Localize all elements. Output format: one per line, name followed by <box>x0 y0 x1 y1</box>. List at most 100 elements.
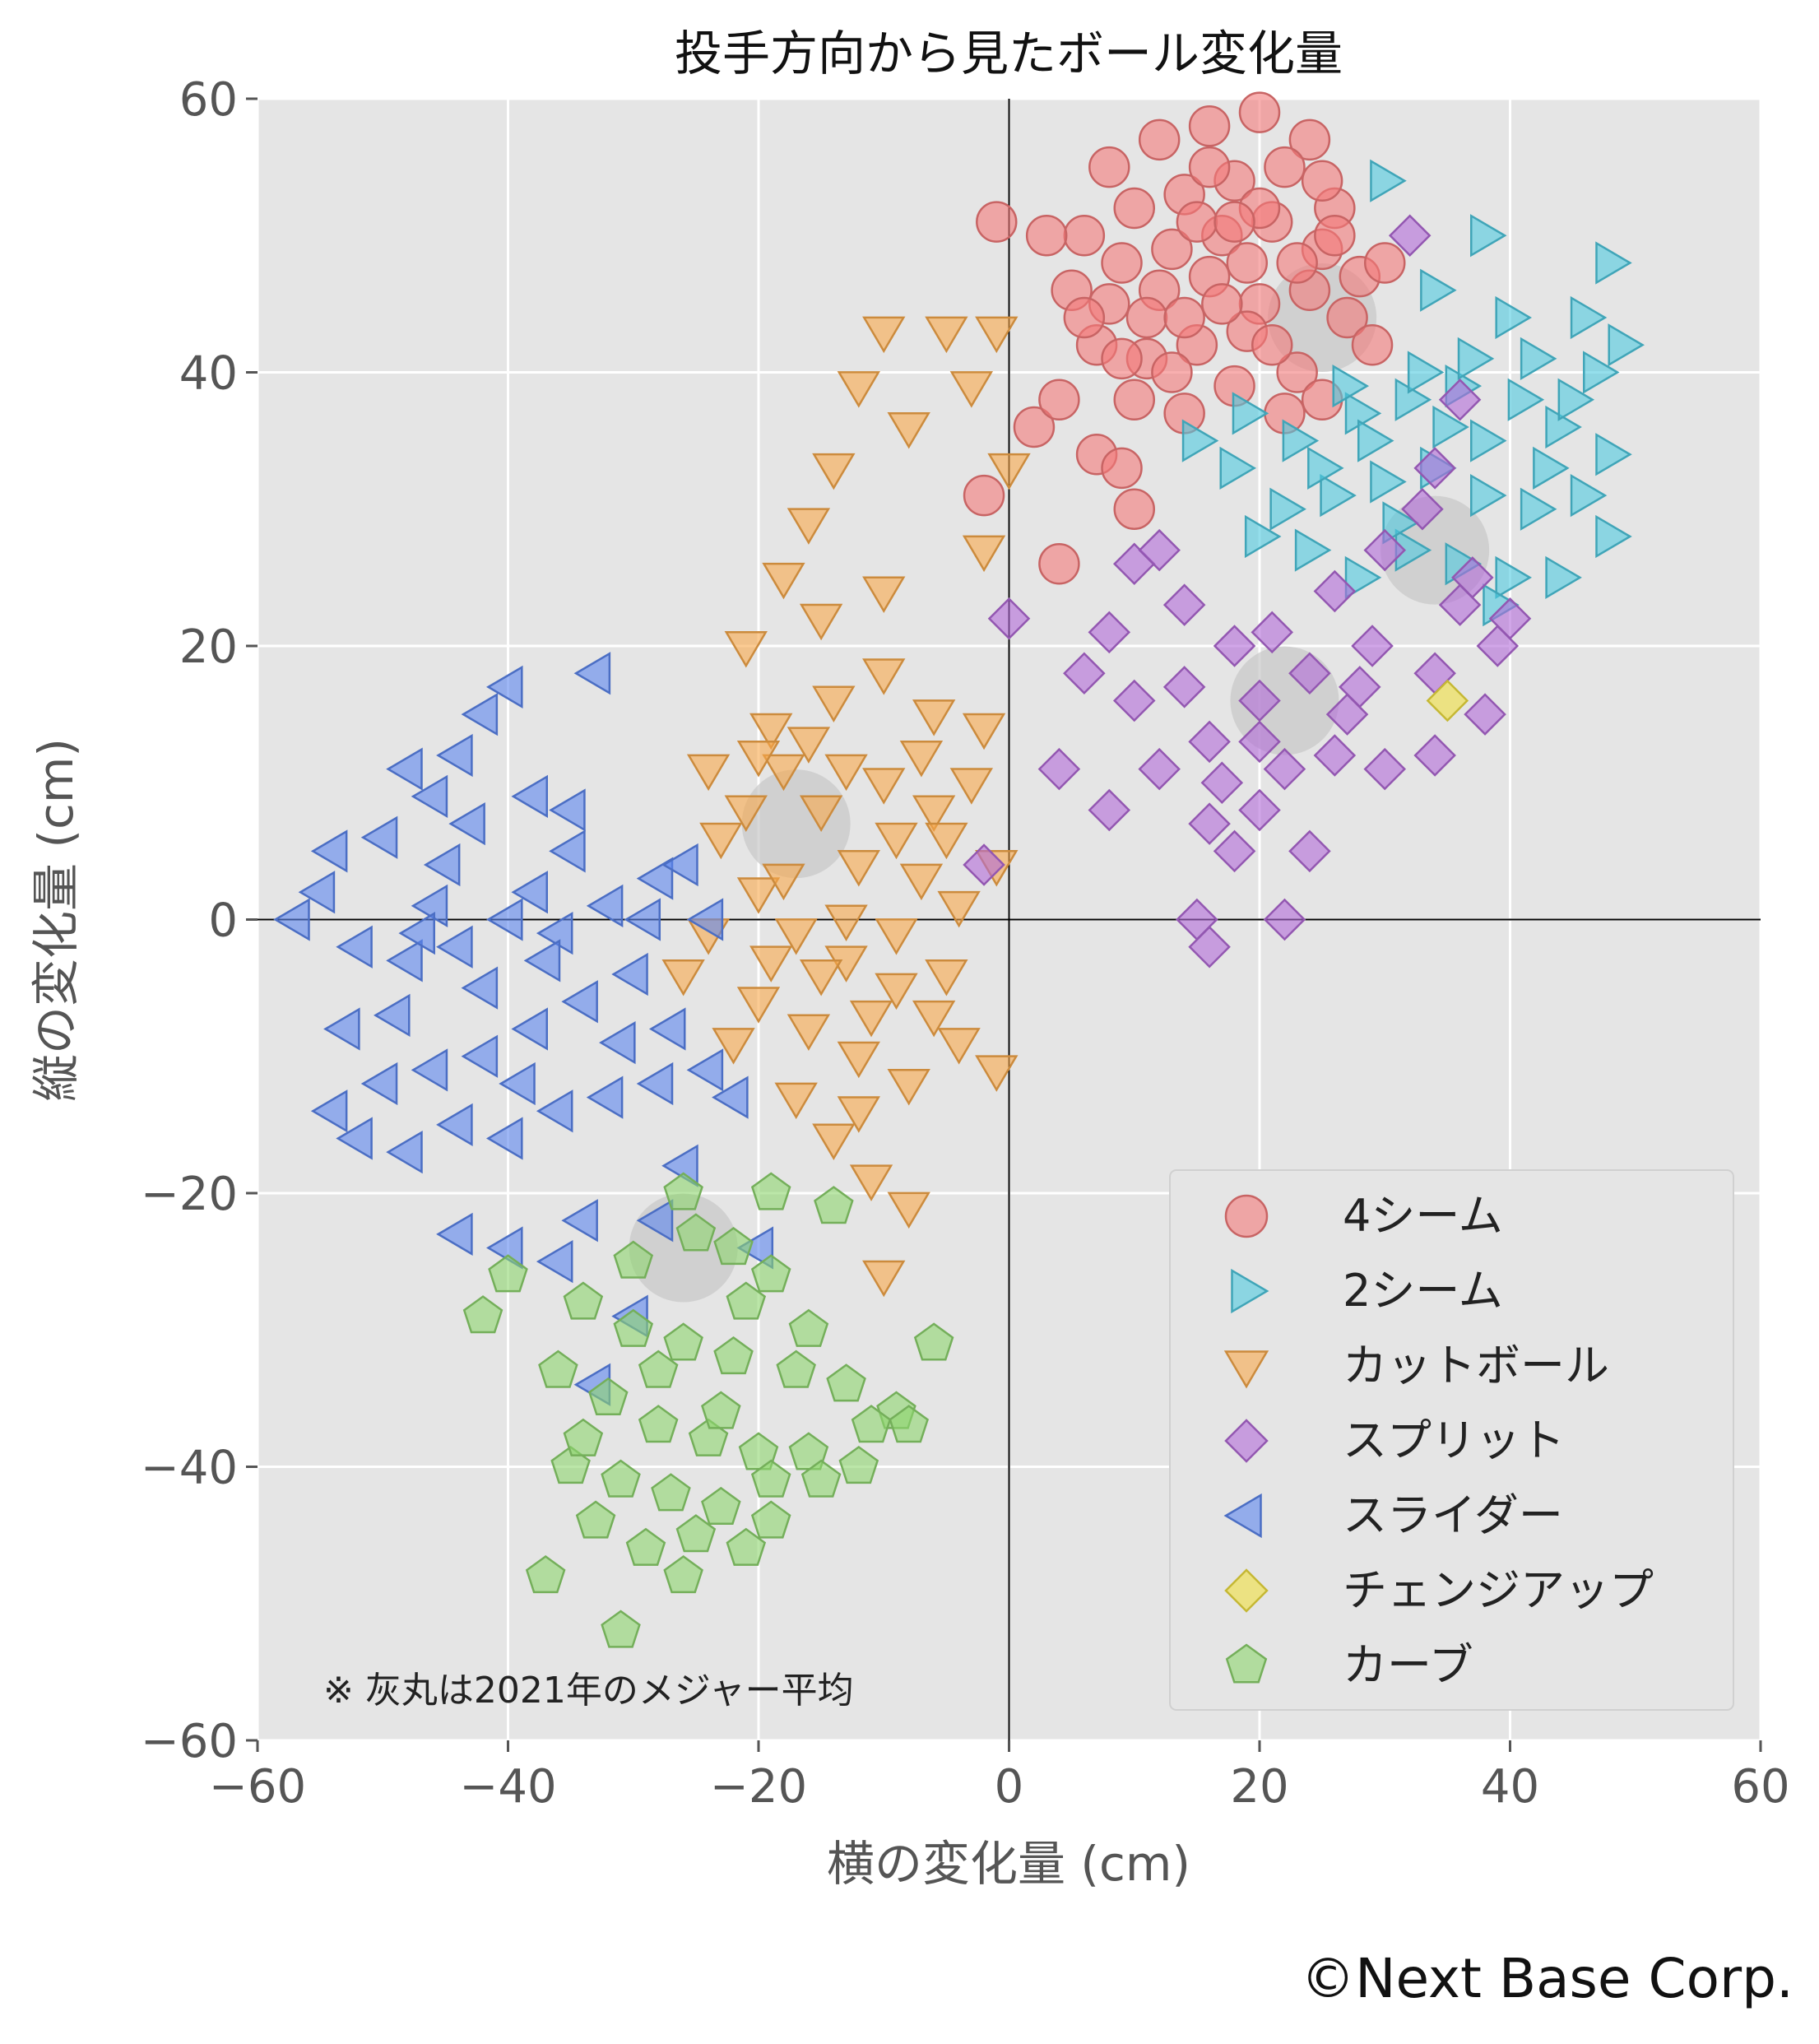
point-triangle-left <box>486 898 523 941</box>
point-circle <box>976 201 1018 243</box>
point-circle <box>1176 201 1218 243</box>
chart-title: 投手方向から見たボール変化量 <box>675 26 1343 81</box>
point-triangle-left <box>423 843 461 887</box>
point-circle <box>1038 543 1080 585</box>
legend-marker-triangle-down <box>1223 1350 1269 1389</box>
point-triangle-left <box>636 1199 674 1243</box>
point-triangle-down <box>762 754 805 792</box>
point-triangle-down <box>799 795 843 832</box>
point-diamond <box>1401 487 1444 531</box>
point-pentagon <box>701 1391 741 1429</box>
legend-marker-pentagon <box>1225 1643 1268 1684</box>
point-circle <box>1025 215 1068 257</box>
point-triangle-right <box>1570 473 1608 518</box>
point-triangle-right <box>1507 378 1545 421</box>
point-triangle-right <box>1570 295 1608 340</box>
point-triangle-left <box>386 939 423 983</box>
legend-marker-triangle-left <box>1223 1493 1262 1539</box>
point-triangle-down <box>962 535 1006 573</box>
point-pentagon <box>663 1322 703 1361</box>
point-diamond <box>1213 829 1256 873</box>
point-triangle-down <box>736 877 781 914</box>
point-triangle-right <box>1495 555 1532 600</box>
point-triangle-left <box>561 980 598 1024</box>
point-triangle-down <box>975 316 1019 354</box>
point-triangle-left <box>310 829 348 873</box>
point-diamond <box>1313 569 1357 613</box>
point-triangle-down <box>712 1028 755 1065</box>
legend-marker-triangle-right <box>1231 1268 1269 1314</box>
y-tick-label: −20 <box>141 1168 238 1221</box>
point-triangle-left <box>686 898 724 941</box>
point-triangle-right <box>1608 323 1645 367</box>
point-diamond <box>1464 693 1506 736</box>
point-triangle-left <box>648 1007 686 1051</box>
point-diamond <box>1188 720 1231 764</box>
point-circle <box>963 474 1005 517</box>
point-diamond <box>1413 447 1456 490</box>
point-triangle-down <box>912 1000 956 1038</box>
point-pentagon <box>588 1377 629 1416</box>
point-triangle-left <box>486 665 523 709</box>
point-triangle-down <box>749 713 793 750</box>
legend-label: スライダー <box>1343 1489 1563 1541</box>
point-triangle-down <box>937 890 981 928</box>
point-diamond <box>1288 829 1331 873</box>
point-pentagon <box>713 1336 754 1375</box>
point-triangle-down <box>699 822 743 860</box>
point-triangle-down <box>862 658 906 695</box>
point-pentagon <box>750 1254 791 1293</box>
point-triangle-down <box>862 576 906 613</box>
point-triangle-down <box>949 371 994 408</box>
point-pentagon <box>913 1322 954 1361</box>
point-circle <box>1276 351 1318 393</box>
point-triangle-down <box>824 754 868 792</box>
point-triangle-left <box>686 1048 724 1092</box>
point-triangle-right <box>1282 419 1320 462</box>
note-text: ※ 灰丸は2021年のメジャー平均 <box>323 1670 854 1712</box>
y-tick-label: 0 <box>208 894 238 948</box>
legend-marker-diamond <box>1224 1568 1269 1613</box>
point-triangle-left <box>323 1007 360 1051</box>
point-pentagon <box>563 1281 604 1320</box>
point-circle <box>1351 324 1394 366</box>
point-triangle-left <box>599 1020 636 1065</box>
point-circle <box>1113 488 1155 530</box>
y-tick-label: 40 <box>179 347 238 401</box>
point-triangle-down <box>925 822 968 860</box>
x-axis-label: 横の変化量 (cm) <box>827 1836 1190 1892</box>
point-diamond <box>1162 666 1206 708</box>
point-pentagon <box>889 1405 929 1443</box>
point-diamond <box>1088 611 1131 654</box>
point-triangle-down <box>686 754 731 792</box>
point-triangle-down <box>862 768 906 805</box>
point-triangle-right <box>1545 555 1582 600</box>
point-triangle-down <box>887 411 930 449</box>
point-triangle-down <box>887 1192 930 1229</box>
point-triangle-left <box>411 1048 448 1092</box>
point-triangle-right <box>1470 214 1507 258</box>
point-triangle-down <box>949 768 994 805</box>
point-pentagon <box>638 1350 679 1388</box>
point-triangle-right <box>1370 460 1407 504</box>
point-pentagon <box>675 1213 717 1252</box>
point-triangle-down <box>837 849 880 887</box>
point-pentagon <box>788 1308 829 1347</box>
point-triangle-right <box>1244 514 1282 559</box>
point-diamond <box>1238 679 1281 722</box>
point-circle <box>1063 215 1106 257</box>
point-triangle-down <box>749 945 793 983</box>
point-triangle-down <box>962 713 1006 750</box>
point-pentagon <box>826 1363 866 1402</box>
point-pentagon <box>750 1459 791 1498</box>
point-triangle-left <box>549 788 586 832</box>
legend-label: 4シーム <box>1343 1190 1503 1242</box>
point-triangle-right <box>1357 419 1394 462</box>
point-pentagon <box>800 1459 842 1498</box>
point-triangle-left <box>736 1226 774 1270</box>
point-triangle-left <box>398 911 435 955</box>
point-diamond <box>1188 802 1231 845</box>
point-triangle-right <box>1332 364 1370 408</box>
